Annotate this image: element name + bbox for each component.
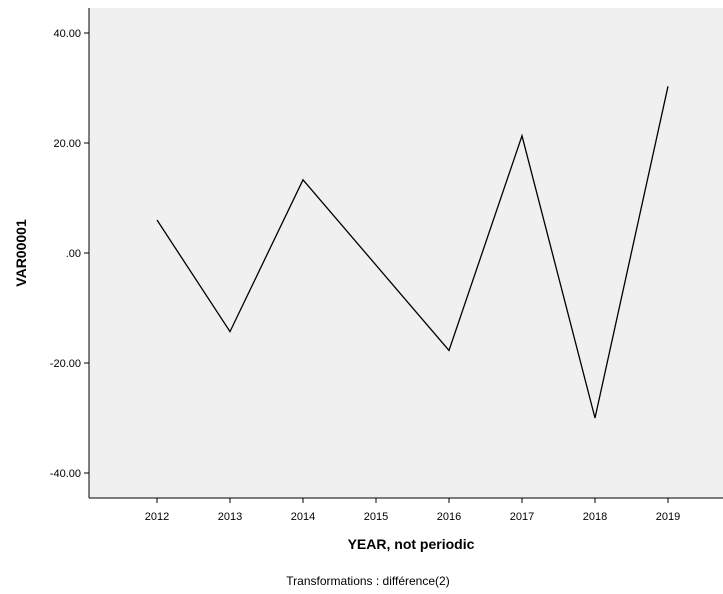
y-tick-label: 20.00 [53,138,81,150]
x-axis-ticks: 2012 2013 2014 2015 2016 2017 2018 2019 [145,498,680,523]
x-tick-label: 2018 [583,511,607,523]
x-tick-label: 2015 [364,511,388,523]
y-tick-label: -20.00 [50,358,81,370]
y-axis-title: VAR00001 [13,219,29,287]
plot-area [89,8,723,498]
x-tick-label: 2013 [218,511,242,523]
y-axis-ticks: 40.00 20.00 .00 -20.00 -40.00 [50,28,89,480]
x-tick-label: 2019 [656,511,680,523]
chart-footnote: Transformations : différence(2) [286,574,449,588]
y-tick-label: 40.00 [53,28,81,40]
x-tick-label: 2017 [510,511,534,523]
x-tick-label: 2016 [437,511,461,523]
y-tick-label: .00 [66,248,81,260]
x-tick-label: 2012 [145,511,169,523]
y-tick-label: -40.00 [50,468,81,480]
series-layer [156,86,669,419]
x-axis-title: YEAR, not periodic [348,536,475,552]
x-tick-label: 2014 [291,511,315,523]
series-line [156,86,669,419]
